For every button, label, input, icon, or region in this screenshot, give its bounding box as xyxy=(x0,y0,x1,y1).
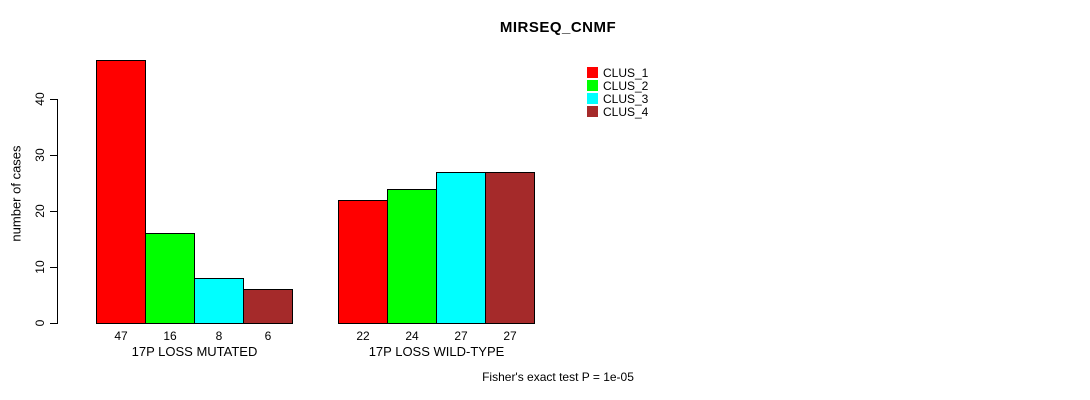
y-axis-tick-label: 30 xyxy=(33,148,47,162)
legend: CLUS_1 CLUS_2 CLUS_3 CLUS_4 xyxy=(587,65,649,119)
x-category-label: 17P LOSS MUTATED xyxy=(131,344,258,359)
legend-swatch-clus_4 xyxy=(587,106,598,117)
bar-value-label: 47 xyxy=(114,329,128,343)
y-axis-tick xyxy=(50,155,57,156)
bar-clus_1-group2 xyxy=(338,200,388,324)
y-axis-tick xyxy=(50,267,57,268)
bar-clus_4-group2 xyxy=(485,172,535,324)
y-axis-tick-label: 0 xyxy=(33,319,47,327)
bar-clus_2-group2 xyxy=(387,189,437,324)
legend-item-clus_3: CLUS_3 xyxy=(587,91,649,106)
legend-label: CLUS_4 xyxy=(603,104,649,119)
legend-label: CLUS_1 xyxy=(603,65,649,80)
bar-clus_3-group1 xyxy=(194,278,244,324)
y-axis-tick xyxy=(50,323,57,324)
y-axis-line xyxy=(57,99,58,324)
bar-clus_2-group1 xyxy=(145,233,195,324)
y-axis-tick-label: 20 xyxy=(33,204,47,218)
bar-value-label: 22 xyxy=(356,329,370,343)
bar-value-label: 24 xyxy=(405,329,419,343)
legend-item-clus_4: CLUS_4 xyxy=(587,104,649,119)
y-axis-tick-label: 40 xyxy=(33,92,47,106)
legend-label: CLUS_2 xyxy=(603,78,649,93)
bar-clus_1-group1 xyxy=(96,60,146,324)
bar-clus_3-group2 xyxy=(436,172,486,324)
legend-item-clus_2: CLUS_2 xyxy=(587,78,649,93)
bar-value-label: 8 xyxy=(215,329,223,343)
y-axis-tick-label: 10 xyxy=(33,260,47,274)
y-axis-label: number of cases xyxy=(8,145,24,242)
legend-swatch-clus_2 xyxy=(587,80,598,91)
legend-label: CLUS_3 xyxy=(603,91,649,106)
bar-value-label: 16 xyxy=(163,329,177,343)
bar-clus_4-group1 xyxy=(243,289,293,324)
y-axis-tick xyxy=(50,211,57,212)
bar-value-label: 6 xyxy=(264,329,272,343)
bar-value-label: 27 xyxy=(454,329,468,343)
chart-title: MIRSEQ_CNMF xyxy=(499,19,617,36)
bar-value-label: 27 xyxy=(503,329,517,343)
legend-swatch-clus_3 xyxy=(587,93,598,104)
annotation-fisher-test: Fisher's exact test P = 1e-05 xyxy=(482,370,634,384)
x-category-label: 17P LOSS WILD-TYPE xyxy=(368,344,505,359)
legend-swatch-clus_1 xyxy=(587,67,598,78)
y-axis-tick xyxy=(50,99,57,100)
legend-item-clus_1: CLUS_1 xyxy=(587,65,649,80)
